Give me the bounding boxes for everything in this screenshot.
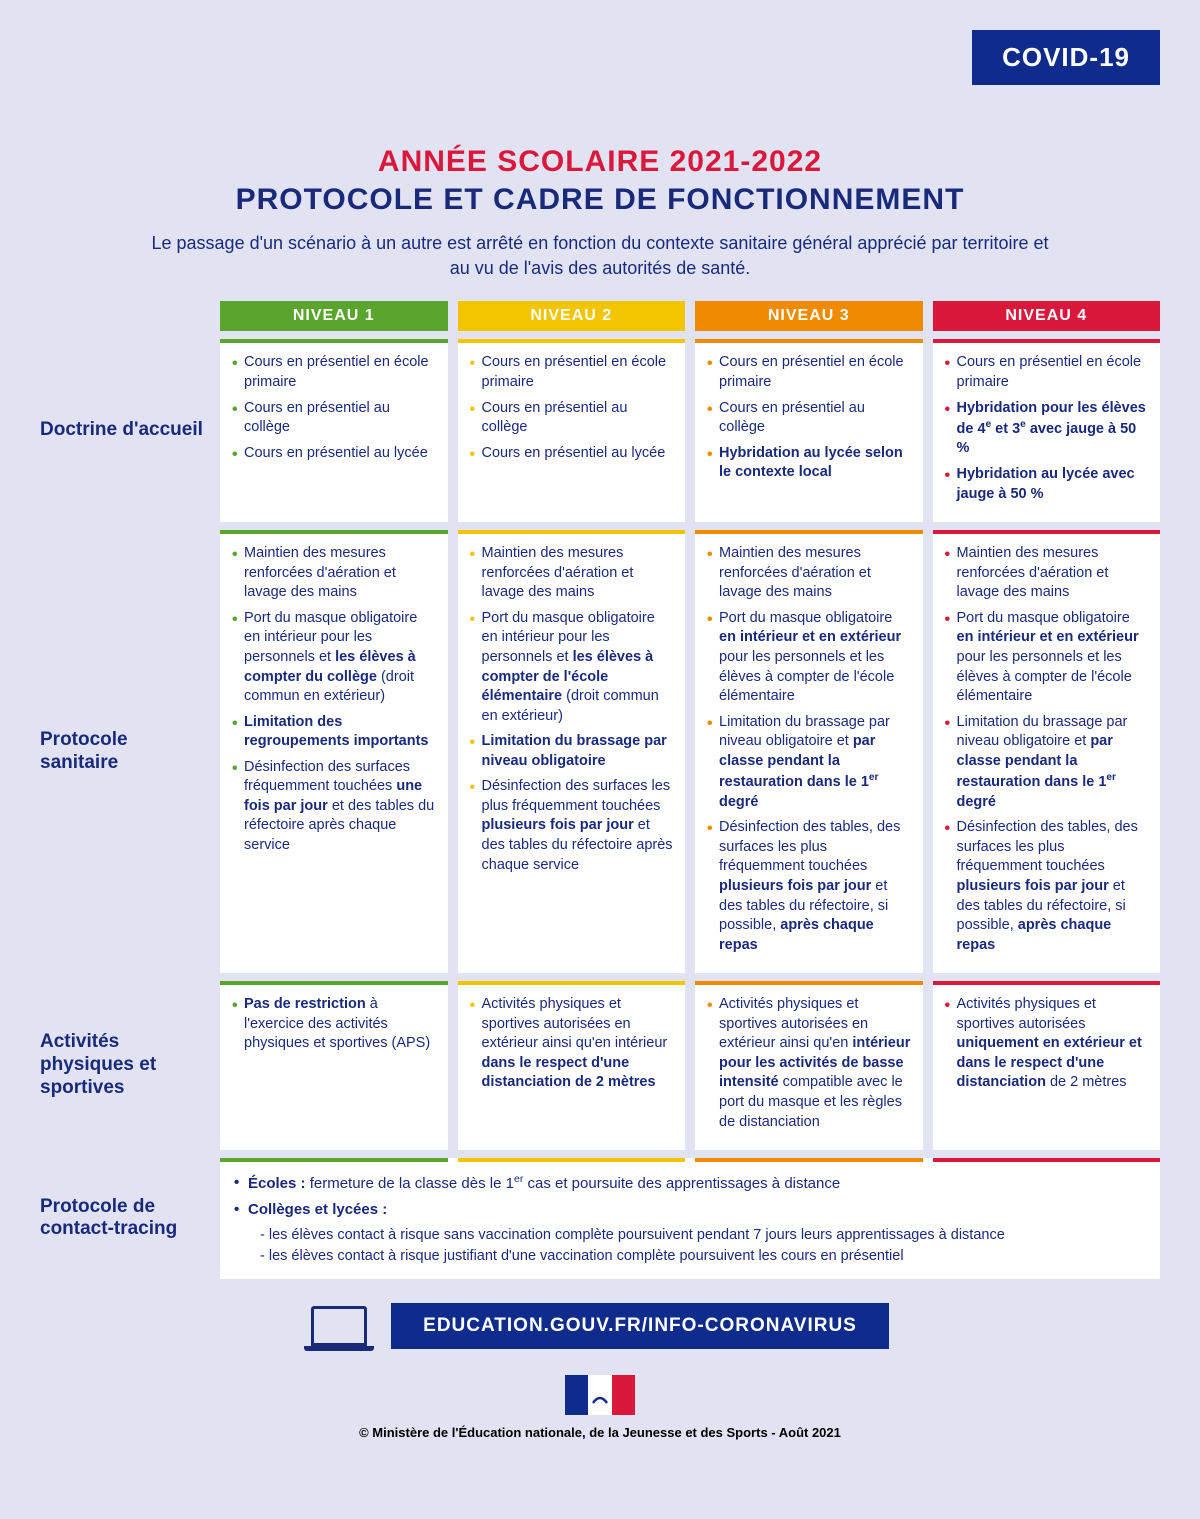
aps-l4: Activités physiques et sportives autoris… [933,981,1161,1150]
list-item: Port du masque obligatoire en intérieur … [945,609,1149,707]
list-item: Cours en présentiel au lycée [470,444,674,464]
doctrine-l3: Cours en présentiel en école primaire Cou… [695,339,923,522]
list-item: Activités physiques et sportives autoris… [945,995,1149,1093]
aps-l3: Activités physiques et sportives autoris… [695,981,923,1150]
list-item: Port du masque obligatoire en intérieur … [707,609,911,707]
level-4-header: NIVEAU 4 [933,301,1161,331]
list-item: Cours en présentiel en école primaire [945,353,1149,392]
list-item: Maintien des mesures renforcées d'aérati… [232,544,436,603]
header: ANNÉE SCOLAIRE 2021-2022 PROTOCOLE ET CA… [40,85,1160,281]
list-item: Cours en présentiel en école primaire [232,353,436,392]
list-item: Cours en présentiel au collège [707,399,911,438]
list-item: Maintien des mesures renforcées d'aérati… [707,544,911,603]
sanitaire-l2: Maintien des mesures renforcées d'aérati… [458,530,686,973]
doctrine-l1: Cours en présentiel en école primaire Cou… [220,339,448,522]
sanitaire-l1: Maintien des mesures renforcées d'aérati… [220,530,448,973]
title-line-2: PROTOCOLE ET CADRE DE FONCTIONNEMENT [40,183,1160,217]
list-item: Cours en présentiel en école primaire [470,353,674,392]
aps-l1: Pas de restriction à l'exercice des acti… [220,981,448,1150]
list-item: Désinfection des tables, des surfaces le… [945,818,1149,955]
list-item: Maintien des mesures renforcées d'aérati… [470,544,674,603]
laptop-icon [311,1306,367,1346]
list-item: Hybridation pour les élèves de 4e et 3e … [945,399,1149,460]
list-item: Cours en présentiel au lycée [232,444,436,464]
covid-badge: COVID-19 [972,30,1160,85]
list-item: Limitation du brassage par niveau obliga… [707,713,911,813]
tracing-cell: Écoles : fermeture de la classe dès le 1… [220,1158,1160,1279]
level-2-header: NIVEAU 2 [458,301,686,331]
tracing-sub-1: - les élèves contact à risque sans vacci… [234,1225,1146,1246]
row-label-tracing: Protocole de contact-tracing [40,1158,210,1279]
title-line-1: ANNÉE SCOLAIRE 2021-2022 [40,145,1160,179]
url-box: EDUCATION.GOUV.FR/INFO-CORONAVIRUS [391,1303,889,1349]
intro-text: Le passage d'un scénario à un autre est … [150,231,1050,281]
list-item: Collèges et lycées : [234,1199,1146,1221]
list-item: Cours en présentiel au collège [470,399,674,438]
level-1-header: NIVEAU 1 [220,301,448,331]
list-item: Limitation du brassage par niveau obliga… [945,713,1149,813]
list-item: Limitation du brassage par niveau obliga… [470,732,674,771]
aps-l2: Activités physiques et sportives autoris… [458,981,686,1150]
level-3-header: NIVEAU 3 [695,301,923,331]
list-item: Activités physiques et sportives autoris… [470,995,674,1093]
list-item: Écoles : fermeture de la classe dès le 1… [234,1172,1146,1195]
row-label-sanitaire: Protocole sanitaire [40,530,210,973]
list-item: Port du masque obligatoire en intérieur … [470,609,674,726]
footer-bar: EDUCATION.GOUV.FR/INFO-CORONAVIRUS [40,1303,1160,1349]
tracing-sub-2: - les élèves contact à risque justifiant… [234,1246,1146,1267]
gov-logo [40,1375,1160,1415]
list-item: Hybridation au lycée selon le contexte l… [707,444,911,483]
list-item: Désinfection des tables, des surfaces le… [707,818,911,955]
list-item: Désinfection des surfaces les plus fréqu… [470,777,674,875]
list-item: Maintien des mesures renforcées d'aérati… [945,544,1149,603]
sanitaire-l3: Maintien des mesures renforcées d'aérati… [695,530,923,973]
protocol-grid: NIVEAU 1 NIVEAU 2 NIVEAU 3 NIVEAU 4 Doct… [40,301,1160,1278]
doctrine-l4: Cours en présentiel en école primaire Hyb… [933,339,1161,522]
list-item: Limitation des regroupements importants [232,713,436,752]
list-item: Port du masque obligatoire en intérieur … [232,609,436,707]
doctrine-l2: Cours en présentiel en école primaire Cou… [458,339,686,522]
list-item: Activités physiques et sportives autoris… [707,995,911,1132]
list-item: Désinfection des surfaces fréquemment to… [232,758,436,856]
copyright: © Ministère de l'Éducation nationale, de… [40,1425,1160,1440]
list-item: Cours en présentiel au collège [232,399,436,438]
list-item: Pas de restriction à l'exercice des acti… [232,995,436,1054]
sanitaire-l4: Maintien des mesures renforcées d'aérati… [933,530,1161,973]
list-item: Cours en présentiel en école primaire [707,353,911,392]
row-label-doctrine: Doctrine d'accueil [40,339,210,522]
list-item: Hybridation au lycée avec jauge à 50 % [945,465,1149,504]
row-label-aps: Activités physiques et sportives [40,981,210,1150]
